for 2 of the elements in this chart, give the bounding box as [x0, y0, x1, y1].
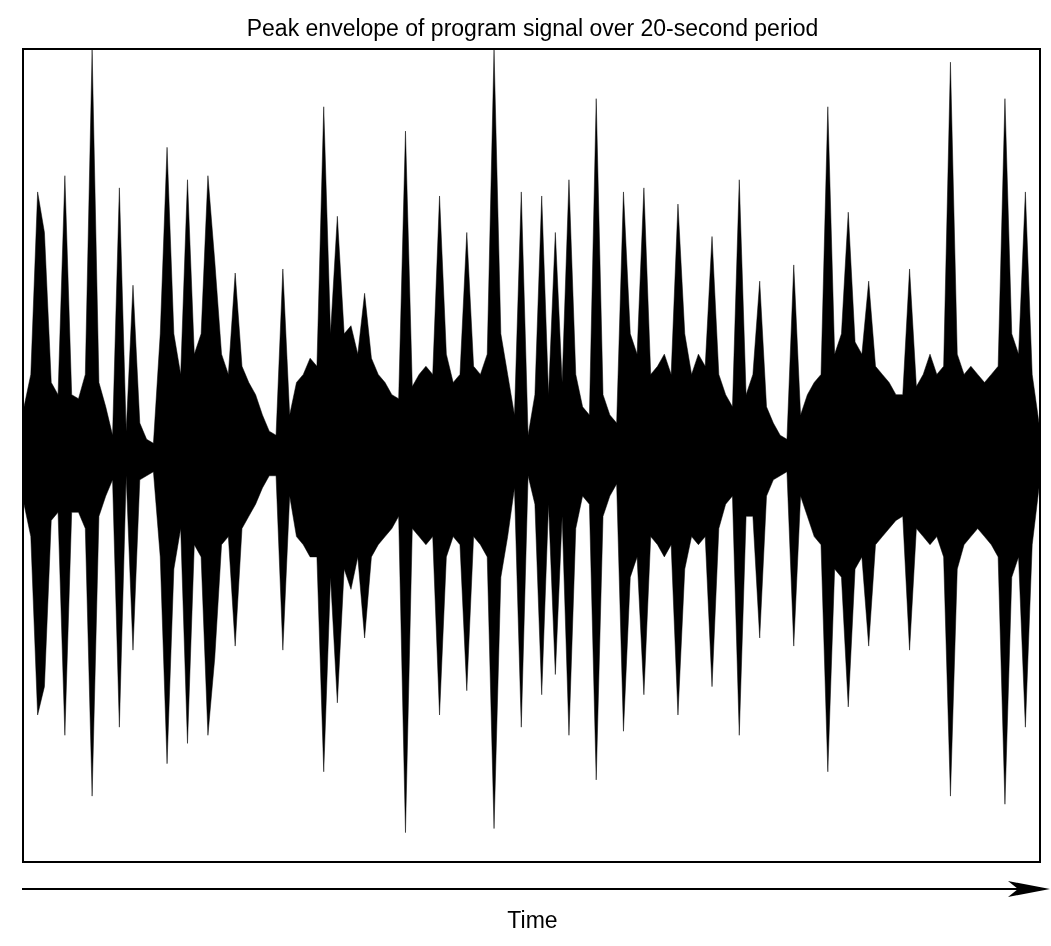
x-axis-title: Time	[506, 907, 559, 934]
chart-title: Peak envelope of program signal over 20-second period	[245, 14, 820, 43]
